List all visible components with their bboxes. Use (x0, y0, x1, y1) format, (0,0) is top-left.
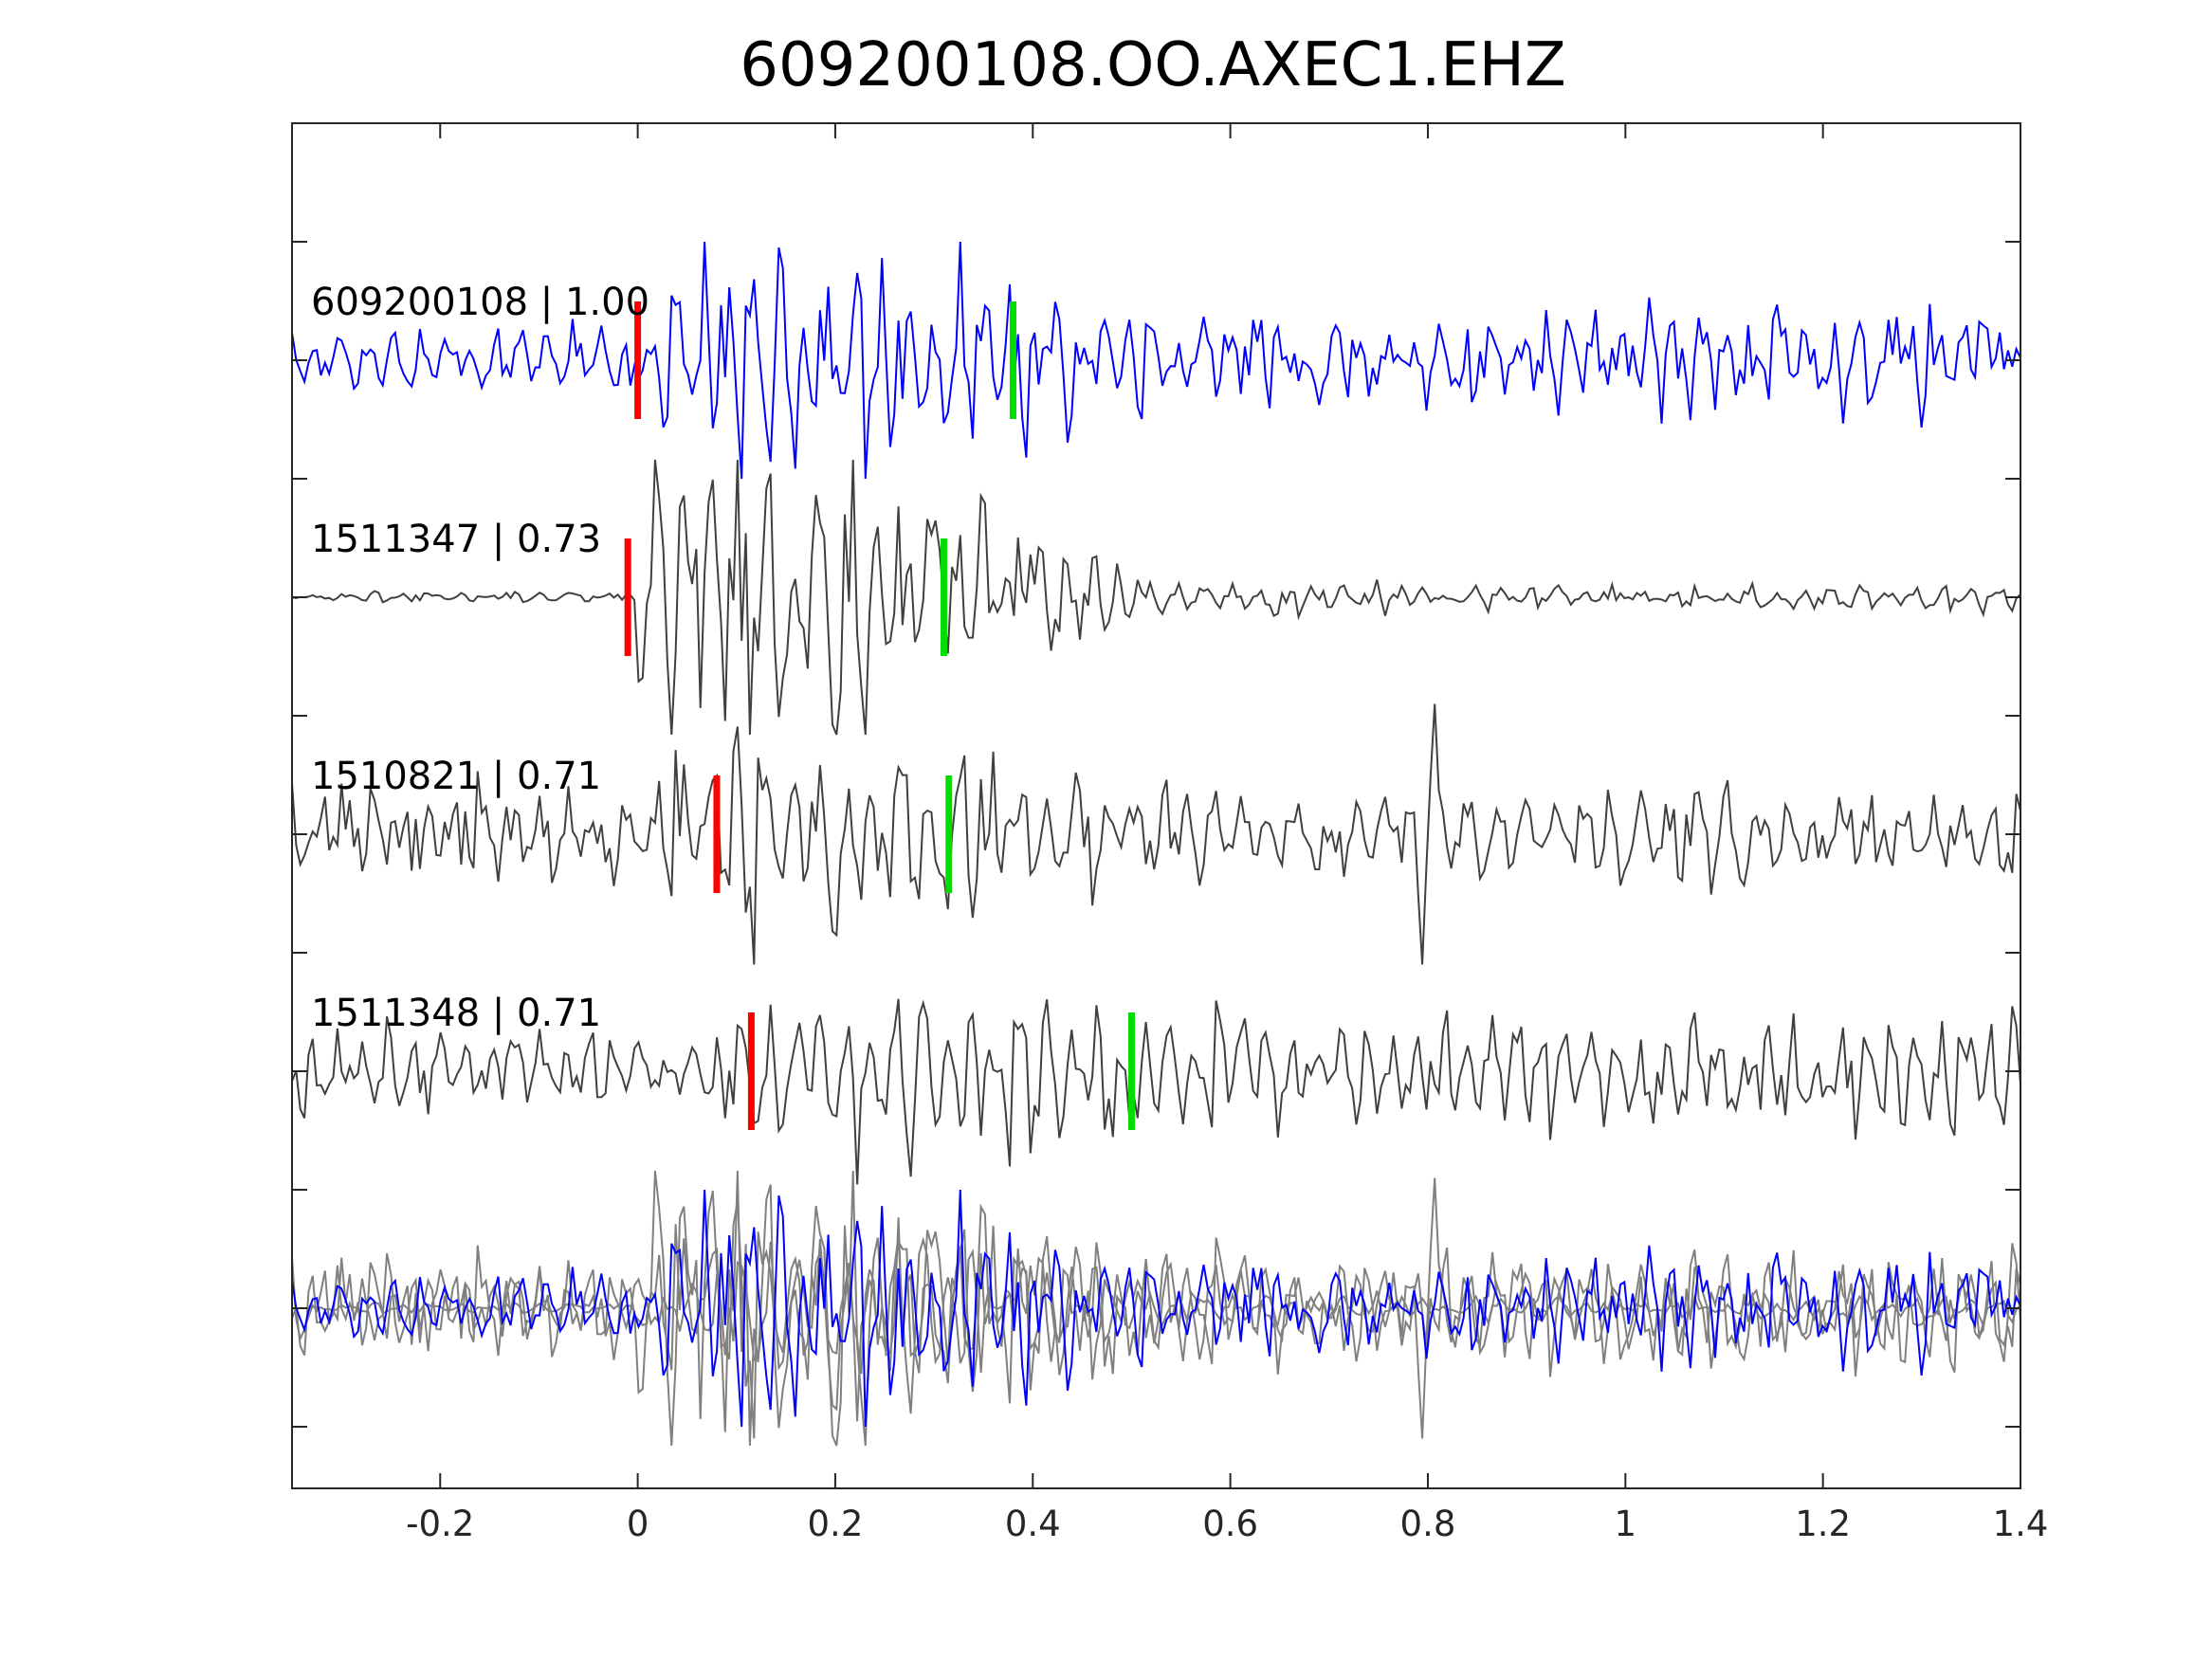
trace-1510821 (291, 703, 2021, 965)
x-tick-label: 0.6 (1202, 1504, 1258, 1544)
x-tick-label: 1 (1615, 1504, 1637, 1544)
y-axis (292, 241, 2020, 1428)
trace-label: 1511348 | 0.71 (311, 992, 601, 1035)
x-tick-label: 1.2 (1795, 1504, 1851, 1544)
trace-609200108 (291, 241, 2021, 480)
trace-group: 1511348 | 0.71 (291, 992, 2021, 1185)
overlay-trace-1511348 (291, 1235, 2021, 1422)
trace-label: 1511347 | 0.73 (311, 518, 601, 561)
overlay-trace-target (291, 1189, 2021, 1428)
x-tick-label: 1.4 (1993, 1504, 2049, 1544)
axes-box (291, 122, 2021, 1489)
x-tick-label: 0.2 (808, 1504, 864, 1544)
x-tick-label: 0 (627, 1504, 649, 1544)
trace-group: 1511347 | 0.73 (291, 459, 2021, 736)
plot-area: 609200108 | 1.00 1511347 | 0.73 1510821 | … (291, 241, 2021, 1447)
x-tick-label: -0.2 (406, 1504, 474, 1544)
overlay-traces (291, 1170, 2021, 1447)
trace-1511348 (291, 998, 2021, 1185)
x-axis: -0.2 0 0.2 0.4 0.6 0.8 1 1.2 1.4 (406, 123, 2048, 1544)
trace-1511347 (291, 459, 2021, 736)
chart-title: 609200108.OO.AXEC1.EHZ (740, 30, 1566, 100)
trace-group: 609200108 | 1.00 (291, 241, 2021, 480)
trace-group: 1510821 | 0.71 (291, 703, 2021, 965)
x-tick-label: 0.4 (1005, 1504, 1061, 1544)
x-tick-label: 0.8 (1400, 1504, 1456, 1544)
trace-label: 609200108 | 1.00 (311, 281, 649, 324)
trace-label: 1510821 | 0.71 (311, 755, 601, 798)
